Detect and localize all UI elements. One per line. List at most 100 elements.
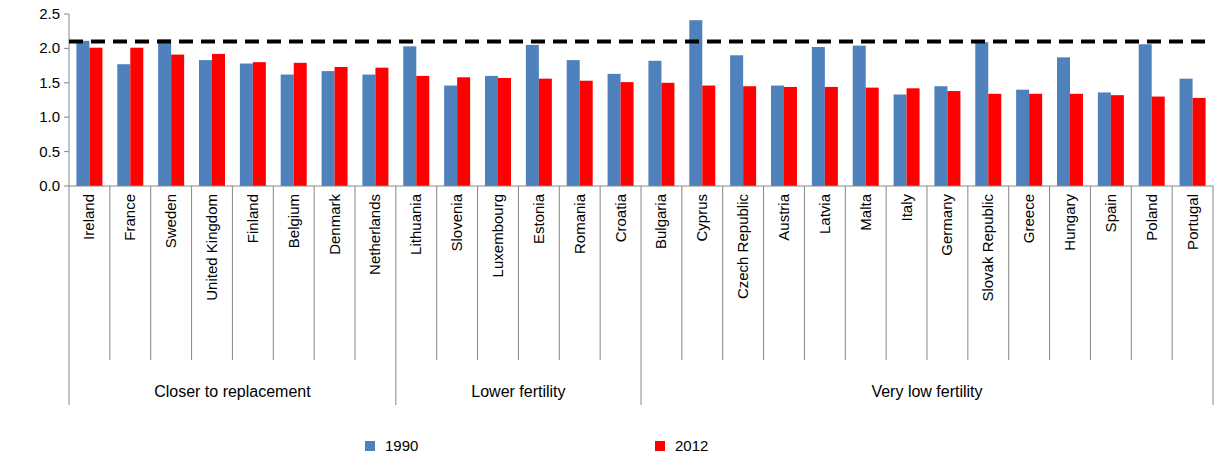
- x-tick-label: Romania: [571, 193, 588, 254]
- x-tick-label: United Kingdom: [203, 194, 220, 301]
- x-tick-label: Bulgaria: [652, 193, 669, 249]
- x-tick-label: Portugal: [1184, 194, 1201, 250]
- x-tick-label: Finland: [244, 194, 261, 243]
- x-tick-label: Luxembourg: [489, 194, 506, 277]
- category-separator: [681, 186, 682, 360]
- legend-label: 1990: [385, 437, 418, 454]
- y-tick-label: 0.5: [39, 143, 60, 160]
- bar: [403, 46, 416, 186]
- bar: [253, 62, 266, 186]
- bar: [1111, 95, 1124, 186]
- group-separator: [1213, 186, 1214, 405]
- bar: [1098, 92, 1111, 186]
- x-tick-label: Czech Republic: [734, 194, 751, 300]
- y-tick: [64, 82, 69, 83]
- category-separator: [886, 186, 887, 360]
- x-tick-label: Poland: [1143, 194, 1160, 241]
- category-separator: [477, 186, 478, 360]
- bar: [199, 60, 212, 186]
- bar: [526, 45, 539, 186]
- category-separator: [314, 186, 315, 360]
- bar: [416, 76, 429, 186]
- x-tick-label: Sweden: [162, 194, 179, 248]
- x-tick-label: Denmark: [326, 194, 343, 255]
- x-tick-label: Ireland: [80, 194, 97, 240]
- group-separator: [395, 186, 396, 405]
- bar: [335, 67, 348, 186]
- bar: [375, 68, 388, 186]
- bar: [457, 77, 470, 186]
- category-separator: [600, 186, 601, 360]
- bar: [1029, 94, 1042, 186]
- bar: [771, 86, 784, 186]
- x-tick-label: Lithuania: [407, 193, 424, 255]
- group-label: Closer to replacement: [154, 383, 311, 400]
- bar: [894, 94, 907, 186]
- x-tick-label: Belgium: [285, 194, 302, 248]
- group-separator: [69, 186, 70, 405]
- bar: [485, 76, 498, 186]
- bar: [975, 42, 988, 186]
- y-tick-label: 1.5: [39, 74, 60, 91]
- bar: [784, 87, 797, 186]
- category-separator: [722, 186, 723, 360]
- y-tick-label: 2.0: [39, 39, 60, 56]
- y-tick: [64, 186, 69, 187]
- bar: [621, 82, 634, 186]
- bar: [1139, 44, 1152, 186]
- bar: [947, 91, 960, 186]
- y-tick: [64, 48, 69, 49]
- x-tick-label: Croatia: [612, 193, 629, 242]
- category-separator: [1172, 186, 1173, 360]
- legend-label: 2012: [675, 437, 708, 454]
- group-label: Very low fertility: [871, 383, 982, 400]
- legend-swatch: [365, 441, 375, 451]
- x-tick-label: Cyprus: [693, 194, 710, 242]
- category-separator: [1008, 186, 1009, 360]
- bar: [117, 64, 130, 186]
- x-tick-label: Slovenia: [448, 193, 465, 251]
- x-tick-label: Italy: [898, 194, 915, 222]
- x-tick-label: Slovak Republic: [979, 194, 996, 302]
- bar: [648, 61, 661, 186]
- y-tick: [64, 151, 69, 152]
- y-tick: [64, 14, 69, 15]
- x-tick-label: Malta: [857, 193, 874, 230]
- category-separator: [763, 186, 764, 360]
- category-separator: [436, 186, 437, 360]
- bar: [294, 63, 307, 186]
- group-separator: [641, 186, 642, 405]
- y-tick-label: 0.0: [39, 177, 60, 194]
- category-separator: [109, 186, 110, 360]
- category-separator: [804, 186, 805, 360]
- x-tick-label: Spain: [1102, 194, 1119, 232]
- bar: [567, 60, 580, 186]
- bar: [171, 55, 184, 186]
- x-tick-label: Greece: [1020, 194, 1037, 243]
- bar: [853, 46, 866, 186]
- category-separator: [927, 186, 928, 360]
- legend-swatch: [655, 441, 665, 451]
- bar: [1180, 79, 1193, 186]
- bar: [988, 94, 1001, 186]
- chart-svg: 0.00.51.01.52.02.5IrelandFranceSwedenUni…: [0, 0, 1225, 466]
- bar: [240, 64, 253, 186]
- y-tick-label: 1.0: [39, 108, 60, 125]
- bar: [362, 75, 375, 186]
- x-tick-label: Austria: [775, 193, 792, 240]
- bar: [743, 86, 756, 186]
- category-separator: [967, 186, 968, 360]
- bar: [1152, 97, 1165, 186]
- x-tick-label: Netherlands: [366, 194, 383, 275]
- bar: [608, 74, 621, 186]
- category-separator: [232, 186, 233, 360]
- x-tick-label: Hungary: [1061, 194, 1078, 251]
- y-tick-label: 2.5: [39, 5, 60, 22]
- bar: [580, 81, 593, 186]
- group-label: Lower fertility: [471, 383, 565, 400]
- y-tick: [64, 117, 69, 118]
- bar: [444, 86, 457, 186]
- bar: [812, 47, 825, 186]
- x-tick-label: Estonia: [530, 193, 547, 244]
- bar: [89, 48, 102, 186]
